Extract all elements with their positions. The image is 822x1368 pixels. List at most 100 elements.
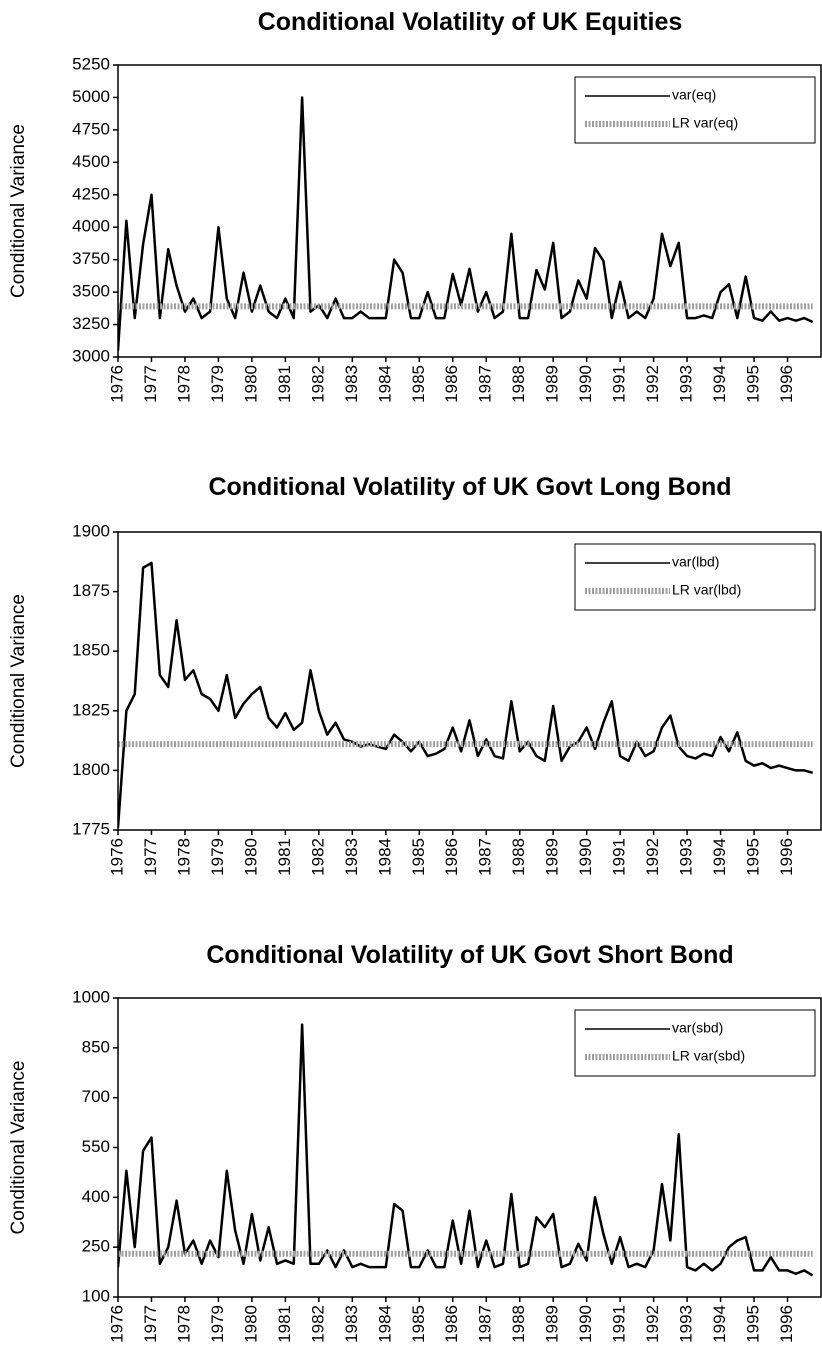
x-tick-label: 1989 (543, 365, 562, 403)
y-tick-label: 850 (82, 1037, 110, 1056)
y-tick-label: 1850 (72, 641, 110, 660)
x-tick-label: 1981 (275, 365, 294, 403)
x-tick-label: 1994 (710, 838, 729, 876)
y-axis-label: Conditional Variance (8, 124, 29, 298)
series-line (118, 1023, 814, 1277)
x-tick-label: 1978 (174, 838, 193, 876)
x-tick-label: 1982 (308, 1305, 327, 1343)
x-tick-label: 1978 (174, 1305, 193, 1343)
x-tick-label: 1993 (677, 365, 696, 403)
x-tick-label: 1981 (275, 838, 294, 876)
x-tick-label: 1986 (442, 1305, 461, 1343)
x-tick-label: 1985 (409, 1305, 428, 1343)
legend-label: var(lbd) (672, 554, 719, 570)
x-tick-label: 1983 (342, 365, 361, 403)
x-tick-label: 1979 (208, 1305, 227, 1343)
x-tick-label: 1982 (308, 838, 327, 876)
x-tick-label: 1985 (409, 365, 428, 403)
y-axis-label: Conditional Variance (8, 1061, 29, 1235)
y-tick-label: 1825 (72, 700, 110, 719)
series-line (118, 96, 814, 351)
x-tick-label: 1989 (543, 1305, 562, 1343)
x-tick-label: 1991 (610, 838, 629, 876)
legend-label: var(eq) (672, 87, 716, 103)
legend-label: LR var(sbd) (672, 1048, 745, 1064)
x-tick-label: 1982 (308, 365, 327, 403)
y-tick-label: 1875 (72, 581, 110, 600)
x-tick-label: 1981 (275, 1305, 294, 1343)
x-tick-label: 1987 (476, 365, 495, 403)
x-tick-label: 1989 (543, 838, 562, 876)
plot-frame (117, 997, 822, 1298)
x-tick-label: 1995 (744, 838, 763, 876)
y-tick-label: 550 (82, 1137, 110, 1156)
chart-title: Conditional Volatility of UK Equities (258, 8, 683, 36)
y-tick-label: 4000 (72, 217, 110, 236)
x-tick-label: 1976 (107, 838, 126, 876)
x-tick-label: 1994 (710, 365, 729, 403)
y-tick-label: 1800 (72, 760, 110, 779)
legend-label: LR var(lbd) (672, 582, 741, 598)
plot-frame (117, 64, 822, 358)
y-tick-label: 1900 (72, 521, 110, 540)
x-tick-label: 1980 (241, 838, 260, 876)
x-tick-label: 1988 (509, 1305, 528, 1343)
y-tick-label: 5250 (72, 54, 110, 73)
x-tick-label: 1987 (476, 1305, 495, 1343)
x-tick-label: 1986 (442, 838, 461, 876)
legend-label: LR var(eq) (672, 115, 738, 131)
chart-title: Conditional Volatility of UK Govt Short … (206, 941, 733, 969)
y-tick-label: 3250 (72, 314, 110, 333)
x-tick-label: 1995 (744, 1305, 763, 1343)
x-tick-label: 1977 (141, 838, 160, 876)
y-tick-label: 1775 (72, 819, 110, 838)
y-tick-label: 100 (82, 1286, 110, 1305)
y-axis-label: Conditional Variance (8, 594, 29, 768)
x-tick-label: 1990 (576, 365, 595, 403)
y-tick-label: 1000 (72, 987, 110, 1006)
x-tick-label: 1983 (342, 838, 361, 876)
x-tick-label: 1996 (777, 365, 796, 403)
y-tick-label: 4500 (72, 152, 110, 171)
x-tick-label: 1985 (409, 838, 428, 876)
x-tick-label: 1984 (375, 365, 394, 403)
y-tick-label: 3750 (72, 249, 110, 268)
x-tick-label: 1976 (107, 365, 126, 403)
x-tick-label: 1986 (442, 365, 461, 403)
x-tick-label: 1979 (208, 838, 227, 876)
y-tick-label: 250 (82, 1237, 110, 1256)
x-tick-label: 1995 (744, 365, 763, 403)
x-tick-label: 1990 (576, 1305, 595, 1343)
x-tick-label: 1987 (476, 838, 495, 876)
x-tick-label: 1984 (375, 838, 394, 876)
x-tick-label: 1992 (643, 1305, 662, 1343)
x-tick-label: 1984 (375, 1305, 394, 1343)
y-tick-label: 4250 (72, 184, 110, 203)
x-tick-label: 1983 (342, 1305, 361, 1343)
x-tick-label: 1978 (174, 365, 193, 403)
x-tick-label: 1988 (509, 365, 528, 403)
y-tick-label: 3000 (72, 346, 110, 365)
x-tick-label: 1991 (610, 1305, 629, 1343)
x-tick-label: 1992 (643, 838, 662, 876)
x-tick-label: 1980 (241, 365, 260, 403)
x-tick-label: 1996 (777, 1305, 796, 1343)
x-tick-label: 1976 (107, 1305, 126, 1343)
legend-box (574, 76, 816, 144)
x-tick-label: 1994 (710, 1305, 729, 1343)
x-tick-label: 1988 (509, 838, 528, 876)
legend-box (574, 543, 816, 611)
x-tick-label: 1991 (610, 365, 629, 403)
y-tick-label: 3500 (72, 282, 110, 301)
x-tick-label: 1992 (643, 365, 662, 403)
x-tick-label: 1977 (141, 365, 160, 403)
x-tick-label: 1993 (677, 838, 696, 876)
x-tick-label: 1993 (677, 1305, 696, 1343)
plot-frame (117, 531, 822, 831)
x-tick-label: 1990 (576, 838, 595, 876)
x-tick-label: 1980 (241, 1305, 260, 1343)
chart-title: Conditional Volatility of UK Govt Long B… (208, 473, 731, 501)
y-tick-label: 700 (82, 1087, 110, 1106)
x-tick-label: 1977 (141, 1305, 160, 1343)
